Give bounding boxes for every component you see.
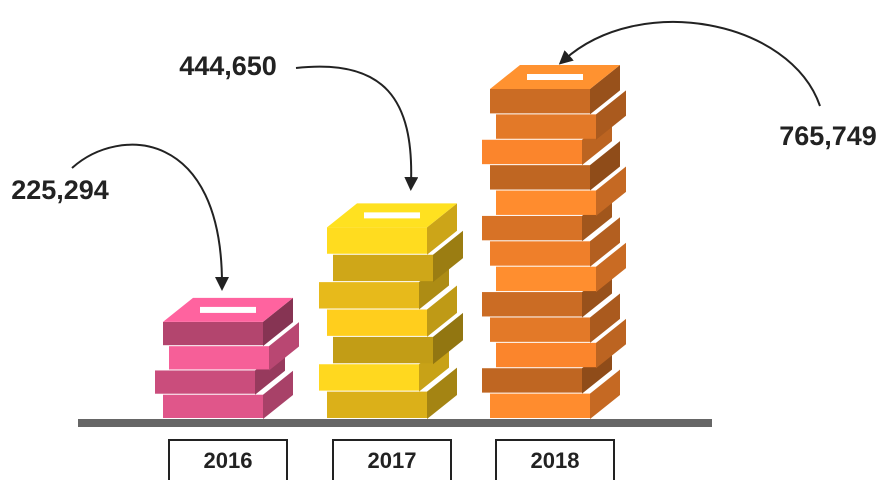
category-label: 2018 <box>531 448 580 473</box>
stack <box>482 65 626 419</box>
slab-front <box>490 89 590 114</box>
slab-front <box>163 321 263 346</box>
slab-front <box>327 391 427 418</box>
slab-front <box>482 368 582 393</box>
category-box <box>495 439 615 480</box>
slab-front <box>496 190 596 215</box>
arrow <box>558 21 821 107</box>
value-label: 765,749 <box>779 121 877 151</box>
slab-front <box>319 282 419 309</box>
slab-front <box>327 227 427 254</box>
slab-side <box>433 230 463 283</box>
slab-front <box>496 342 596 368</box>
slab-front <box>333 336 433 364</box>
slab-side <box>596 242 626 293</box>
slab-side <box>427 367 457 419</box>
slab-front <box>169 346 269 370</box>
slot <box>364 212 420 219</box>
slab-side <box>596 90 626 140</box>
slab-front <box>333 254 433 282</box>
category-box <box>168 439 288 480</box>
baseline <box>78 419 712 427</box>
slot <box>200 306 256 313</box>
slab-front <box>482 139 582 165</box>
slab-front <box>490 165 590 190</box>
category-box <box>332 439 452 480</box>
category-label: 2017 <box>368 448 417 473</box>
slab-side <box>590 293 620 343</box>
slot <box>527 74 583 80</box>
slab-side <box>427 285 457 337</box>
slab-side <box>590 369 620 419</box>
slab-side <box>269 322 299 371</box>
slab-front <box>319 364 419 391</box>
slab-side <box>596 318 626 369</box>
value-label: 225,294 <box>11 175 109 205</box>
slab-front <box>490 317 590 342</box>
slab-side <box>263 297 293 347</box>
slab-front <box>155 370 255 394</box>
arrow <box>295 65 419 191</box>
slab-side <box>596 166 626 216</box>
slab-front <box>490 393 590 418</box>
stack <box>155 297 299 419</box>
slab-side <box>433 312 463 365</box>
arrow <box>71 143 229 291</box>
slab-front <box>327 309 427 336</box>
slab-front <box>482 215 582 241</box>
value-label: 444,650 <box>179 51 277 81</box>
slab-side <box>263 370 293 419</box>
slab-side <box>590 65 620 115</box>
slab-side <box>590 141 620 191</box>
slab-front <box>163 394 263 418</box>
slab-side <box>427 203 457 255</box>
slab-front <box>496 114 596 139</box>
category-label: 2016 <box>204 448 253 473</box>
stack <box>319 203 463 419</box>
slab-front <box>496 266 596 292</box>
slab-front <box>490 241 590 266</box>
slab-side <box>590 217 620 267</box>
slab-front <box>482 292 582 317</box>
